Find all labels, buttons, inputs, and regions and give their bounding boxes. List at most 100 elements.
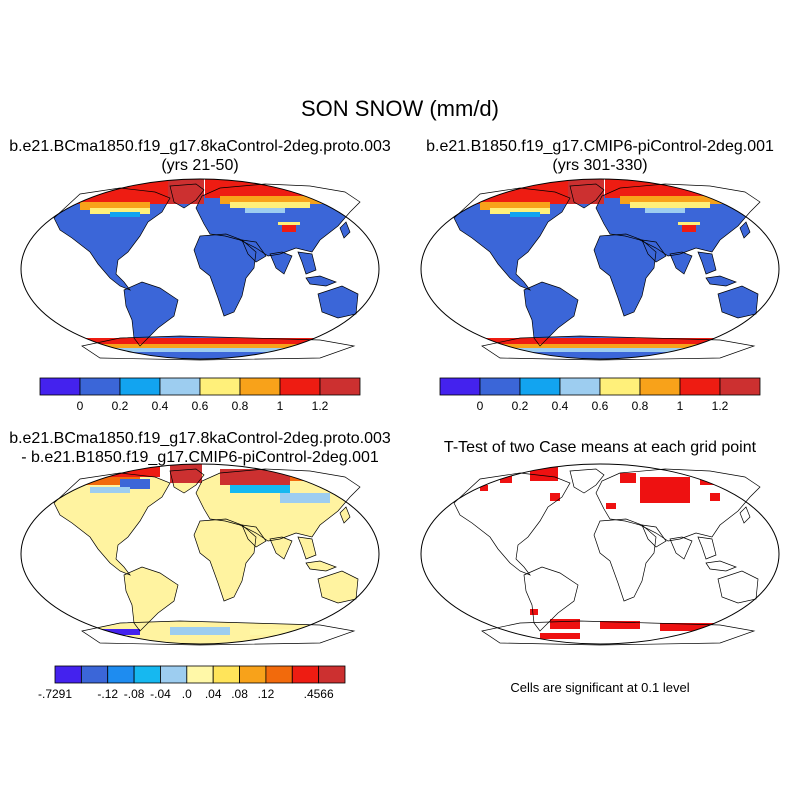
snow-antarctic-inner — [80, 344, 360, 348]
colorbar-box-2 — [519, 377, 561, 396]
colorbar-label: 1 — [277, 399, 284, 413]
coastline-greenland — [569, 468, 605, 494]
coastline-arabia — [641, 524, 667, 548]
land-australia — [718, 571, 758, 603]
colorbar-box-3 — [159, 377, 201, 396]
colorbar-case1: 0 0.2 0.4 0.6 0.8 1 1.2 — [39, 377, 361, 413]
coastline-seasia — [697, 536, 717, 560]
colorbar-label: 0.6 — [592, 399, 609, 413]
colorbar-box-1 — [479, 377, 521, 396]
coastline-africa — [593, 233, 657, 317]
colorbar-box-7 — [719, 377, 761, 396]
colorbar-label: .0 — [182, 687, 192, 701]
significant-cells-5 — [640, 477, 690, 503]
colorbar-box-3 — [133, 665, 161, 684]
colorbar-label: -.08 — [124, 687, 145, 701]
coastline-samerica — [123, 281, 179, 347]
colorbar-box-4 — [599, 377, 641, 396]
diff-asia-low — [280, 493, 330, 503]
snow-band-eu-mid — [220, 196, 340, 204]
coastline-seasia — [697, 251, 717, 275]
colorbar-box-9 — [291, 665, 320, 684]
coastline-samerica — [523, 566, 579, 632]
colorbar-box-7 — [239, 665, 267, 684]
colorbar-box-6 — [279, 377, 321, 396]
colorbar-label: -.04 — [150, 687, 171, 701]
significant-cells-10 — [550, 619, 580, 629]
land-australia — [318, 571, 358, 603]
significant-cells-4 — [620, 473, 636, 483]
colorbar-box-2 — [107, 665, 135, 684]
colorbar-box-6 — [212, 665, 240, 684]
diff-na-low — [90, 487, 130, 493]
coastline-indonesia — [305, 560, 337, 572]
coastline-namerica — [453, 472, 571, 576]
land-africa — [594, 519, 656, 601]
land-seasia — [298, 537, 316, 559]
coastline-indonesia — [705, 275, 737, 287]
significance-note: Cells are significant at 0.1 level — [510, 680, 690, 695]
coastline-seasia — [297, 251, 317, 275]
colorbar-box-3 — [559, 377, 601, 396]
colorbar-label: .4566 — [304, 687, 334, 701]
coastline-africa — [593, 518, 657, 602]
colorbar-case2: 0 0.2 0.4 0.6 0.8 1 1.2 — [439, 377, 761, 413]
colorbar-box-6 — [679, 377, 721, 396]
colorbar-box-10 — [318, 665, 346, 684]
coastline-greenland — [169, 183, 205, 209]
snow-band-eu-mid — [620, 196, 740, 204]
land-australia — [718, 286, 758, 318]
colorbar-box-7 — [319, 377, 361, 396]
colorbar-box-4 — [199, 377, 241, 396]
snow-greenland — [568, 179, 604, 204]
snow-band-eu-edge — [645, 208, 685, 213]
land-seasia — [698, 252, 716, 274]
coastline-greenland — [569, 183, 605, 209]
colorbar-label: .04 — [205, 687, 222, 701]
land-seasia — [298, 252, 316, 274]
colorbar-box-1 — [79, 377, 121, 396]
panel-title-top-left: b.e21.BCma1850.f19_g17.8kaControl-2deg.p… — [0, 137, 400, 175]
snow-band-na-mid — [80, 202, 150, 210]
snow-band-eu-low — [630, 202, 710, 208]
coastline-indonesia — [305, 275, 337, 287]
coastline-antarctica — [81, 335, 356, 361]
coastline-australia — [717, 285, 759, 319]
coastline-africa — [193, 233, 257, 317]
snow-band-na-edge — [110, 212, 140, 217]
coastline-india — [669, 251, 693, 275]
coastline-arabia — [241, 524, 267, 548]
map-difference — [20, 463, 380, 646]
colorbar-box-4 — [160, 665, 188, 684]
colorbar-difference: -.7291 -.12 -.08 -.04 .0 .04 .08 .12 .4566 — [38, 665, 346, 701]
significant-cells-13 — [540, 633, 580, 639]
snow-tibet-edge — [278, 222, 300, 225]
coastline-namerica — [53, 472, 171, 576]
colorbar-label: 1.2 — [712, 399, 729, 413]
map-case2 — [420, 178, 780, 361]
coastline-antarctica — [481, 335, 756, 361]
significant-cells-9 — [530, 609, 538, 615]
panel-title-bottom-right: T-Test of two Case means at each grid po… — [400, 438, 800, 457]
colorbar-label: 0.6 — [192, 399, 209, 413]
land-indonesia — [706, 561, 736, 571]
snow-antarctic-coast — [480, 338, 760, 344]
significant-cells-11 — [600, 621, 640, 629]
snow-greenland — [168, 179, 204, 204]
colorbar-label: -.12 — [97, 687, 118, 701]
land-india — [670, 537, 692, 559]
significant-cells-1 — [500, 475, 512, 483]
land-indonesia — [706, 276, 736, 286]
coastline-eurasia — [595, 468, 761, 542]
coastline-japan — [739, 506, 751, 524]
land-africa — [194, 519, 256, 601]
diff-greenland — [170, 464, 202, 483]
snow-band-na-low — [90, 208, 150, 214]
snow-tibet — [682, 224, 696, 232]
diff-line1: b.e21.BCma1850.f19_g17.8kaControl-2deg.p… — [9, 430, 391, 447]
coastline-samerica — [123, 566, 179, 632]
coastline-antarctica — [81, 620, 356, 646]
land-namerica — [454, 473, 570, 575]
colorbar-box-0 — [39, 377, 81, 396]
coastline-arabia — [641, 239, 667, 263]
